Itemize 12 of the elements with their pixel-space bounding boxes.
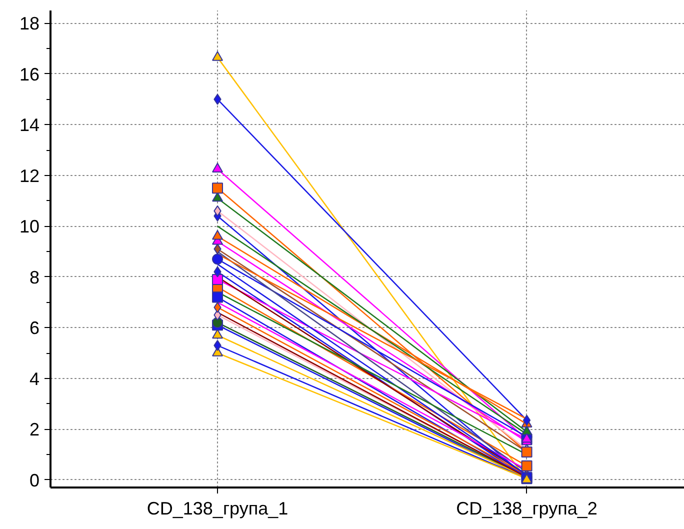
y-tick-label: 14	[19, 115, 40, 136]
y-tick-label: 6	[29, 318, 40, 338]
y-tick-label: 18	[19, 14, 40, 34]
y-tick-label: 8	[29, 267, 40, 288]
y-tick-label: 12	[19, 166, 40, 186]
x-tick-label: CD_138_група_1	[146, 498, 288, 518]
y-tick-label: 10	[19, 216, 40, 237]
y-tick-label: 2	[29, 420, 40, 440]
y-tick-label: 0	[29, 470, 40, 490]
x-tick-label: CD_138_група_2	[456, 498, 598, 518]
y-tick-label: 4	[29, 368, 40, 389]
y-tick-label: 16	[19, 64, 40, 84]
